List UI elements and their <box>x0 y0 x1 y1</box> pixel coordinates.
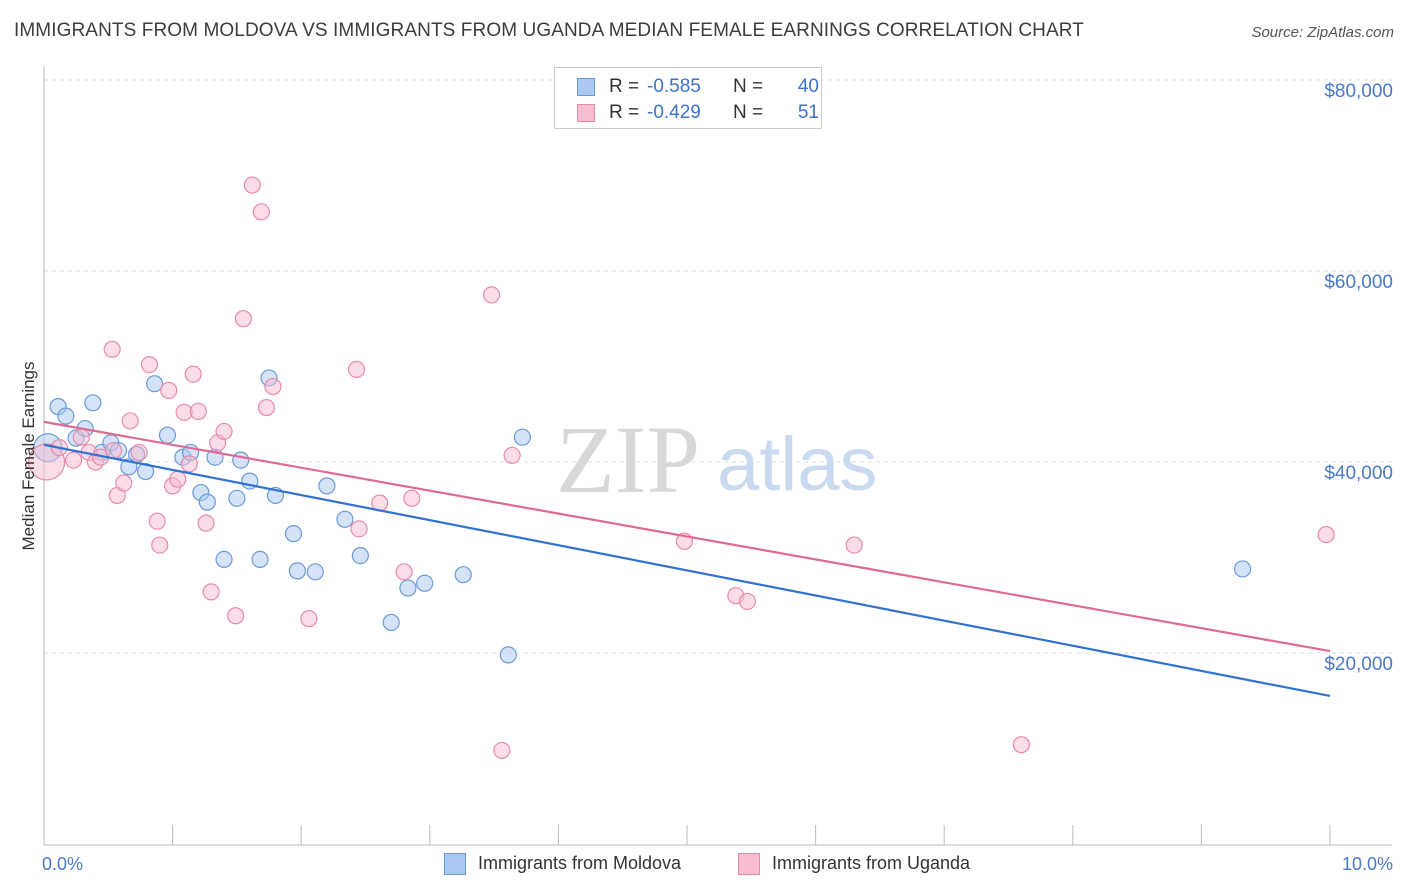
uganda-point <box>738 592 757 611</box>
uganda-point <box>103 340 121 358</box>
moldova-point <box>198 493 216 511</box>
uganda-point <box>300 610 318 628</box>
uganda-point <box>845 536 863 554</box>
legend-item-moldova[interactable]: Immigrants from Moldova <box>444 852 724 878</box>
moldova-trend-line <box>43 443 1331 698</box>
moldova-legend-swatch <box>444 853 466 875</box>
uganda-point <box>347 360 366 378</box>
moldova-point <box>288 562 306 580</box>
moldova-swatch <box>577 78 595 96</box>
r-value: -0.585 <box>647 76 701 97</box>
n-label: N = <box>733 102 764 123</box>
uganda-point <box>395 563 413 581</box>
uganda-point <box>1317 525 1335 544</box>
moldova-point <box>284 525 303 543</box>
moldova-point <box>399 579 417 597</box>
uganda-point <box>202 583 220 601</box>
n-value: 40 <box>797 76 819 97</box>
moldova-point <box>513 428 531 446</box>
uganda-point <box>252 203 270 221</box>
data-points <box>27 176 1335 760</box>
uganda-point <box>350 520 368 538</box>
uganda-legend-swatch <box>738 853 760 875</box>
y-tick-label-60000: $60,000 <box>1324 272 1393 293</box>
x-tick-label-max: 10.0% <box>1342 854 1393 874</box>
uganda-point <box>264 377 282 396</box>
uganda-point <box>104 441 123 460</box>
watermark: ZIP atlas <box>556 406 878 513</box>
uganda-trend-line <box>43 420 1331 653</box>
uganda-point <box>493 741 511 760</box>
stats-legend: R = -0.585 N = 40 R = -0.429 N = 51 <box>554 67 822 129</box>
moldova-point <box>336 510 354 528</box>
y-tick-label-40000: $40,000 <box>1324 463 1393 484</box>
uganda-point <box>169 470 187 488</box>
moldova-point <box>228 489 246 507</box>
moldova-point <box>382 613 400 632</box>
uganda-point <box>482 286 501 304</box>
uganda-point <box>1012 736 1030 754</box>
watermark-zip: ZIP <box>556 406 700 513</box>
uganda-point <box>227 607 245 625</box>
moldova-point <box>145 375 164 393</box>
axis-labels: $20,000 $40,000 $60,000 $80,000 0.0% 10.0% Med… <box>19 81 1393 874</box>
moldova-point <box>84 394 102 412</box>
trend-lines <box>43 420 1331 698</box>
y-tick-label-80000: $80,000 <box>1324 81 1393 102</box>
watermark-atlas: atlas <box>717 422 878 507</box>
x-tick-label-min: 0.0% <box>42 854 83 874</box>
moldova-point <box>251 550 269 569</box>
uganda-point <box>243 176 261 194</box>
n-label: N = <box>733 76 764 97</box>
uganda-point <box>184 365 202 383</box>
uganda-point <box>257 398 276 417</box>
moldova-point <box>306 563 324 581</box>
moldova-point <box>158 426 177 444</box>
uganda-point <box>148 512 166 530</box>
uganda-point <box>115 474 133 492</box>
source-label: Source: ZipAtlas.com <box>1251 24 1394 41</box>
r-value: -0.429 <box>647 102 701 123</box>
uganda-point <box>151 536 169 554</box>
y-tick-label-20000: $20,000 <box>1324 654 1393 675</box>
uganda-point <box>160 381 178 399</box>
grid-lines <box>44 79 1392 654</box>
moldova-point <box>351 546 369 565</box>
n-value: 51 <box>797 102 819 123</box>
moldova-point <box>215 550 233 569</box>
uganda-point <box>503 446 521 464</box>
moldova-point <box>232 451 250 469</box>
uganda-point <box>72 428 90 446</box>
chart-title: IMMIGRANTS FROM MOLDOVA VS IMMIGRANTS FR… <box>14 20 1084 41</box>
uganda-point <box>197 514 215 532</box>
uganda-point <box>180 455 198 473</box>
moldova-point <box>1233 560 1252 578</box>
moldova-point <box>318 477 336 495</box>
uganda-point <box>64 451 83 469</box>
uganda-point <box>140 355 159 374</box>
moldova-point <box>454 566 472 584</box>
r-label: R = <box>609 76 640 97</box>
uganda-point <box>121 412 139 430</box>
moldova-point <box>416 574 434 592</box>
uganda-point <box>189 402 207 420</box>
uganda-swatch <box>577 104 595 122</box>
moldova-point <box>57 407 75 425</box>
uganda-point <box>130 443 148 462</box>
r-label: R = <box>609 102 640 123</box>
moldova-legend-label: Immigrants from Moldova <box>478 853 682 873</box>
uganda-point <box>234 310 252 328</box>
uganda-point <box>403 489 421 507</box>
moldova-point <box>499 646 517 664</box>
uganda-legend-label: Immigrants from Uganda <box>772 853 971 873</box>
legend-item-uganda[interactable]: Immigrants from Uganda <box>738 852 1008 878</box>
y-axis-title: Median Female Earnings <box>19 362 38 551</box>
uganda-point <box>215 422 233 441</box>
